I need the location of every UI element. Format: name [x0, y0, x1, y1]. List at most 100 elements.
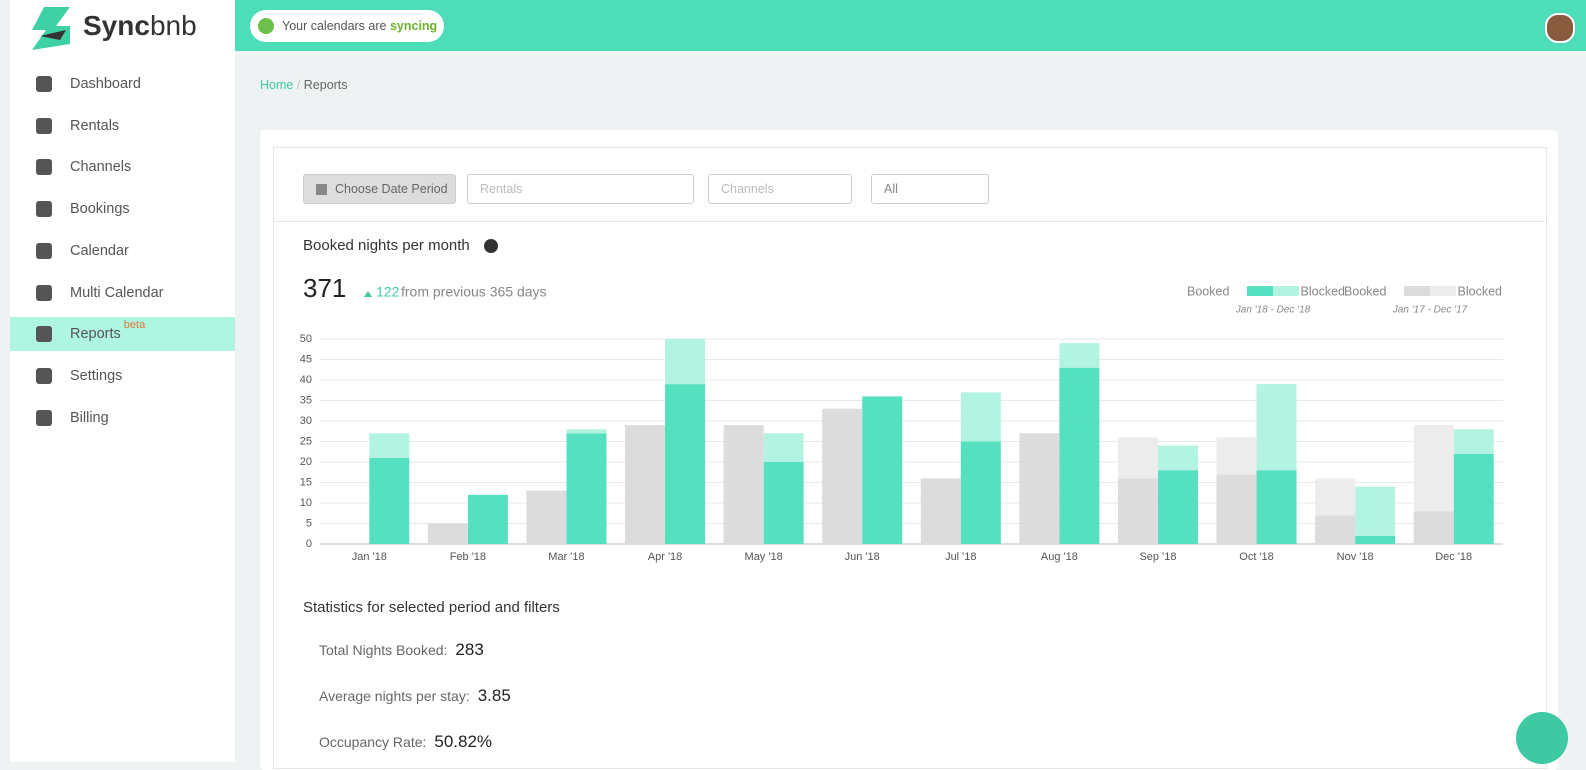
legend-label: Booked [1187, 284, 1229, 298]
y-tick-label: 10 [300, 497, 312, 509]
breadcrumb-link[interactable]: Home [260, 78, 294, 92]
chat-button[interactable] [1516, 712, 1568, 764]
change-text: from previous 365 days [401, 284, 547, 300]
sync-text: Your calendars are [282, 19, 387, 33]
bar [665, 339, 706, 385]
stat-row: Average nights per stay: 3.85 [319, 686, 511, 706]
stat-label: Total Nights Booked: [319, 642, 448, 658]
bar [1315, 515, 1356, 544]
nav-item[interactable]: Rentals [10, 109, 235, 143]
avatar[interactable] [1545, 13, 1575, 43]
nav-item[interactable]: Bookings [10, 192, 235, 226]
bar [763, 433, 804, 462]
y-tick-label: 30 [300, 415, 312, 427]
filter-label: Choose Date Period [335, 182, 448, 196]
y-tick-label: 50 [300, 333, 312, 345]
y-tick-label: 40 [300, 374, 312, 386]
nav-item[interactable]: Billing [10, 401, 235, 435]
card [260, 130, 1558, 770]
bar [1157, 445, 1198, 471]
bar [1256, 470, 1297, 544]
stat-label: Occupancy Rate: [319, 734, 427, 750]
bar [960, 441, 1001, 544]
rentals-filter[interactable]: Rentals [467, 174, 694, 204]
nav-label: Multi Calendar [70, 284, 164, 301]
nav-item[interactable]: Reports beta [10, 317, 235, 352]
x-tick-label: Mar '18 [548, 551, 584, 563]
bar [1059, 343, 1100, 368]
nav-item[interactable]: Dashboard [10, 67, 235, 101]
bar [1315, 478, 1356, 516]
sync-icon [258, 18, 274, 34]
x-tick-label: Sep '18 [1139, 551, 1176, 563]
bar [526, 490, 567, 544]
bar [625, 425, 666, 544]
legend-swatch [1247, 286, 1273, 296]
nav-icon [36, 326, 52, 343]
bar [467, 494, 508, 544]
nav-icon [36, 284, 52, 301]
stat-value: 3.85 [477, 686, 511, 705]
change: 122 [376, 284, 400, 300]
bar [1216, 437, 1257, 475]
nav-item[interactable]: Multi Calendar [10, 276, 235, 310]
y-tick-label: 15 [300, 476, 312, 488]
bar [1059, 367, 1100, 544]
x-tick-label: Nov '18 [1337, 551, 1374, 563]
nav-label: Rentals [70, 117, 120, 134]
nav-icon [36, 242, 52, 259]
nav-item[interactable]: Channels [10, 150, 235, 184]
bar [1117, 437, 1158, 479]
x-tick-label: Apr '18 [648, 551, 683, 563]
bar [822, 408, 863, 544]
nav-icon [36, 117, 52, 134]
bar [1117, 478, 1158, 544]
x-tick-label: Jul '18 [945, 551, 976, 563]
logo-icon [32, 7, 70, 50]
date-filter[interactable]: Choose Date Period [303, 174, 456, 204]
x-tick-label: Jun '18 [845, 551, 880, 563]
help-icon[interactable] [484, 239, 498, 253]
x-tick-label: Oct '18 [1239, 551, 1274, 563]
y-tick-label: 20 [300, 456, 312, 468]
legend-swatch [1404, 286, 1430, 296]
bar [1157, 470, 1198, 544]
all-filter[interactable]: All [871, 174, 989, 204]
x-tick-label: Jan '18 [352, 551, 387, 563]
bar [723, 425, 764, 544]
logo: Syncbnb [83, 10, 197, 42]
nav-icon [36, 159, 52, 176]
nav-label: Calendar [70, 242, 129, 259]
divider [273, 221, 1545, 222]
bar [369, 433, 410, 458]
breadcrumb-current: Reports [303, 78, 348, 92]
y-tick-label: 45 [300, 353, 312, 365]
y-tick-label: 25 [300, 435, 312, 447]
bar [1216, 474, 1257, 544]
nav-item[interactable]: Settings [10, 359, 235, 393]
legend-label: Blocked [1301, 284, 1346, 298]
sidebar: Syncbnb Dashboard Rentals Channels Bookings… [0, 0, 235, 762]
sync-status: syncing [389, 19, 438, 33]
top-bar: Your calendars are syncing [235, 0, 1586, 51]
y-tick-label: 5 [306, 517, 312, 529]
total: 371 [303, 273, 346, 303]
nav-icon [36, 367, 52, 384]
legend-period: Jan '17 - Dec '17 [1392, 305, 1468, 316]
sync-pill[interactable]: Your calendars are syncing [250, 10, 444, 42]
bar [369, 457, 410, 544]
bar [1413, 511, 1454, 544]
stats-title: Statistics for selected period and filte… [303, 599, 560, 616]
bar [1355, 535, 1396, 544]
nav-badge: beta [123, 319, 146, 332]
legend-period: Jan '18 - Dec '18 [1235, 305, 1311, 316]
channels-filter[interactable]: Channels [708, 174, 852, 204]
nav-item[interactable]: Calendar [10, 234, 235, 268]
nav-label: Channels [70, 159, 132, 176]
bar [960, 392, 1001, 442]
legend-label: Blocked [1458, 284, 1503, 298]
stat-value: 283 [455, 640, 484, 659]
legend-swatch [1430, 286, 1456, 296]
x-tick-label: Dec '18 [1435, 551, 1472, 563]
